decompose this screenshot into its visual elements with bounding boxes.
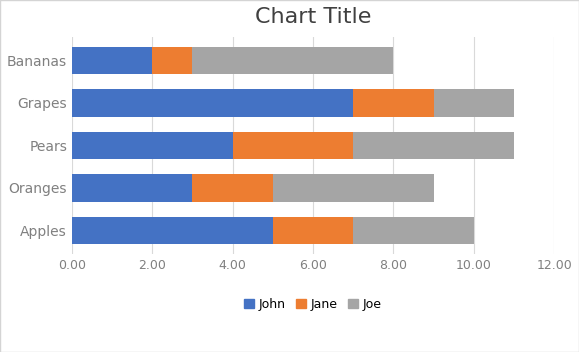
- Bar: [192, 47, 394, 74]
- Bar: [192, 174, 273, 202]
- Bar: [72, 47, 152, 74]
- Bar: [353, 216, 474, 244]
- Bar: [273, 216, 353, 244]
- Bar: [72, 216, 273, 244]
- Bar: [273, 174, 434, 202]
- Bar: [353, 132, 514, 159]
- Title: Chart Title: Chart Title: [255, 7, 371, 27]
- Bar: [434, 89, 514, 117]
- Legend: John, Jane, Joe: John, Jane, Joe: [239, 293, 387, 316]
- Bar: [233, 132, 353, 159]
- Bar: [353, 89, 434, 117]
- Bar: [152, 47, 192, 74]
- Bar: [72, 132, 233, 159]
- Bar: [72, 174, 192, 202]
- Bar: [72, 89, 353, 117]
